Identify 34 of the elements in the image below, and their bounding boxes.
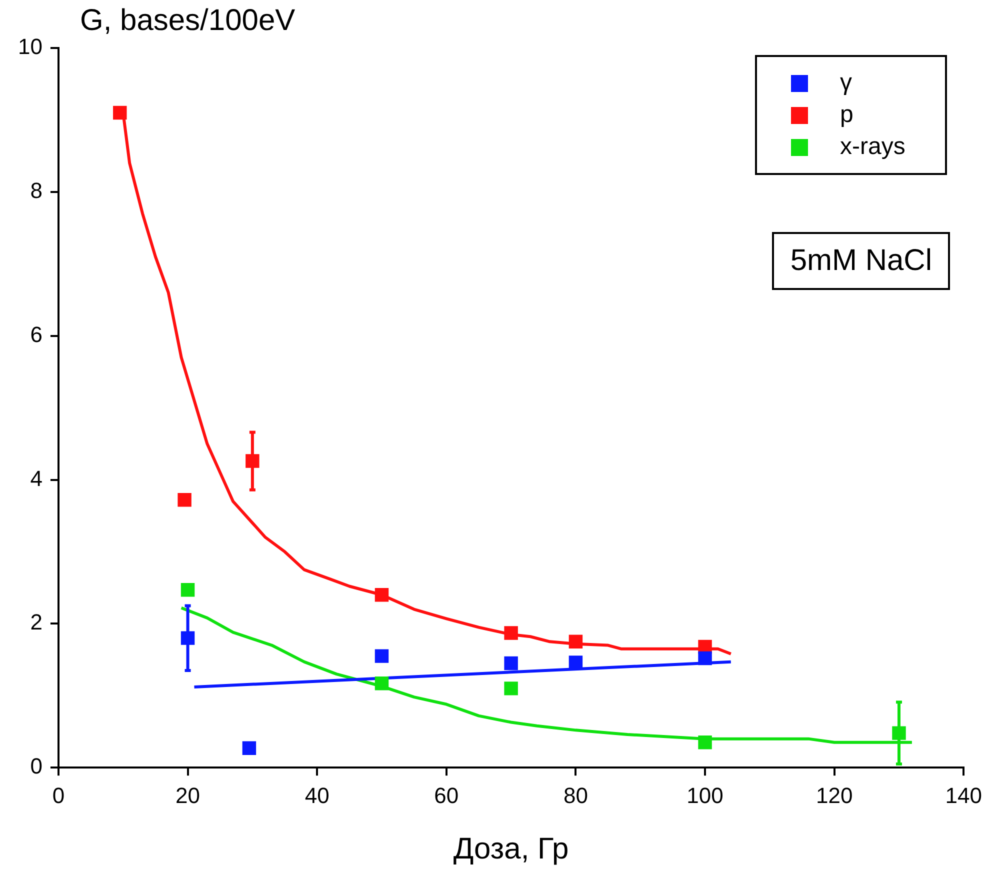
point — [698, 736, 712, 750]
legend-label: γ — [840, 69, 852, 97]
x-axis-title: Доза, Гр — [453, 832, 569, 866]
x-tick-label: 40 — [304, 782, 330, 808]
point — [374, 649, 389, 663]
point — [504, 626, 518, 640]
point — [374, 588, 389, 602]
x-tick-label: 100 — [686, 782, 724, 808]
y-tick-label: 10 — [18, 34, 42, 60]
point — [698, 651, 712, 666]
x-tick-label: 80 — [563, 782, 588, 808]
legend-label: x-rays — [840, 133, 906, 161]
point — [242, 741, 256, 756]
point — [568, 634, 583, 649]
point — [180, 582, 195, 597]
legend-label: p — [840, 101, 854, 129]
x-tick-label: 0 — [52, 782, 65, 808]
point — [178, 493, 192, 507]
y-tick-label: 8 — [30, 178, 42, 203]
x-tick-label: 140 — [945, 782, 982, 808]
point — [504, 656, 518, 670]
y-tick-label: 4 — [30, 466, 42, 491]
annotation: 5mM NaCl — [772, 232, 950, 290]
point — [504, 682, 518, 696]
x-tick-label: 20 — [176, 782, 200, 808]
x-tick-label: 60 — [434, 782, 459, 808]
x-tick-label: 120 — [816, 782, 853, 808]
y-tick-label: 0 — [30, 754, 42, 779]
point — [568, 656, 583, 670]
point — [374, 676, 389, 690]
y-tick-label: 6 — [30, 322, 42, 347]
y-axis-title: G, bases/100eV — [80, 4, 296, 38]
y-tick-label: 2 — [30, 610, 42, 635]
point — [113, 106, 127, 120]
